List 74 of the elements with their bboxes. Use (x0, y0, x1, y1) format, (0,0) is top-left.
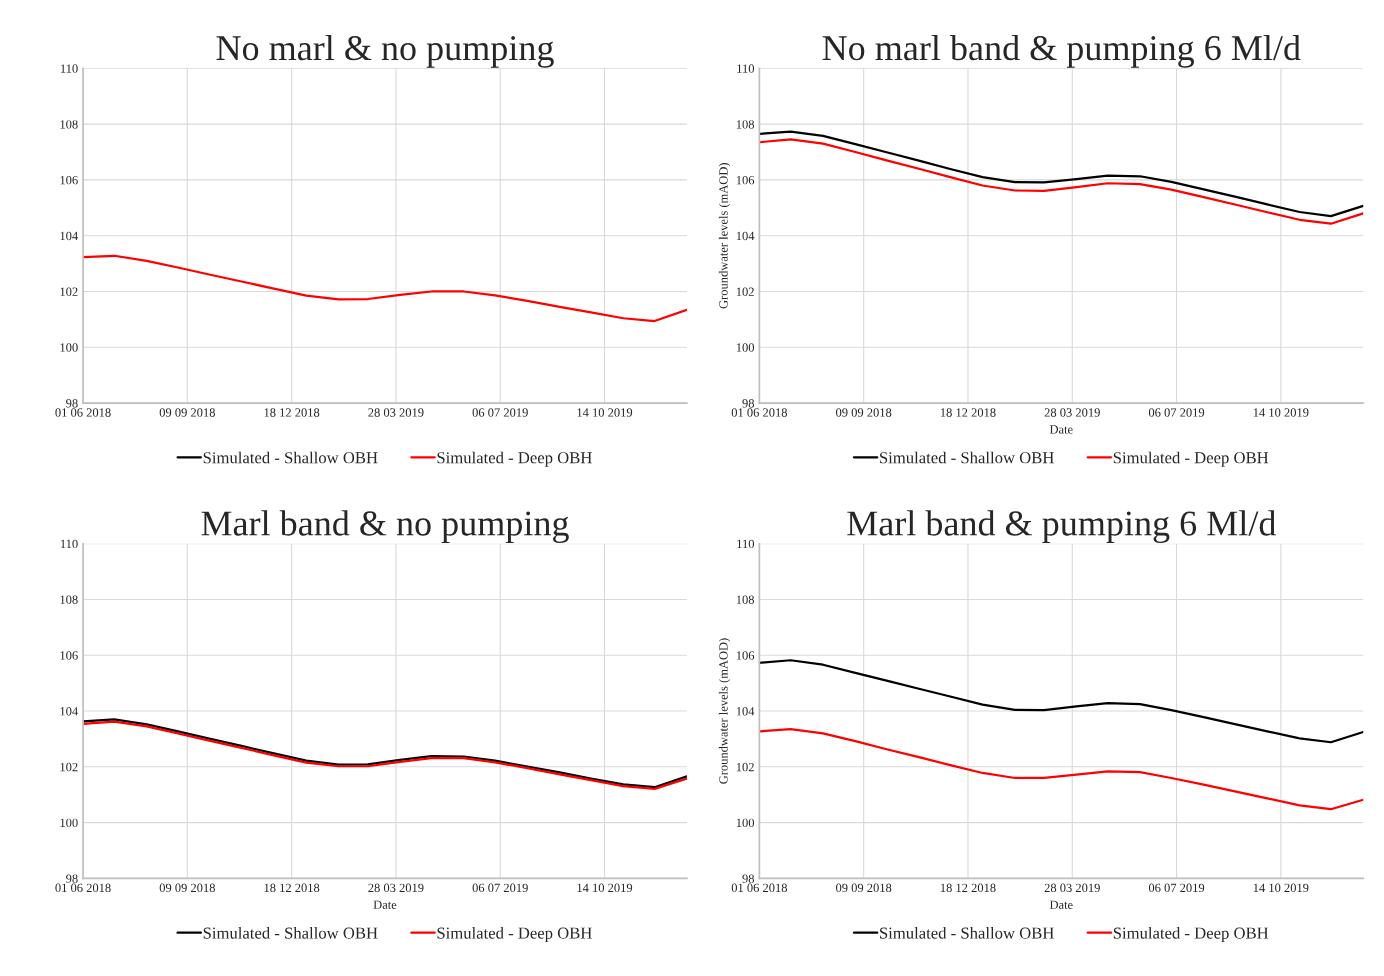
y-tick-label: 98 (742, 874, 755, 883)
x-tick-label: 06 07 2019 (1148, 883, 1205, 893)
y-axis-title: Groundwater levels (mAOD) (718, 163, 731, 309)
legend-label: Simulated - Shallow OBH (880, 926, 1054, 939)
y-tick-label: 100 (736, 343, 755, 352)
chart-title: Marl band & pumping 6 Ml/d (847, 510, 1277, 544)
legend-label: Simulated - Deep OBH (1113, 926, 1269, 943)
x-tick-label: 18 12 2018 (264, 408, 320, 417)
y-tick-label: 110 (61, 64, 78, 73)
x-tick-label: 06 07 2019 (1148, 408, 1205, 417)
x-tick-label: 09 09 2018 (836, 883, 892, 893)
x-tick-label: 06 07 2019 (472, 408, 528, 417)
y-tick-label: 100 (736, 818, 755, 828)
legend-label: Simulated - Deep OBH (437, 926, 592, 943)
chart-title: No marl band & pumping 6 Ml/d (822, 34, 1301, 68)
y-tick-label: 106 (736, 651, 755, 660)
y-tick-label: 108 (60, 120, 78, 129)
legend-label: Simulated - Deep OBH (437, 451, 592, 467)
x-axis-title: Date (1049, 900, 1073, 909)
x-tick-label: 14 10 2019 (577, 883, 633, 893)
x-tick-label: 09 09 2018 (159, 883, 215, 893)
x-axis-title: Date (373, 900, 397, 909)
x-tick-label: 28 03 2019 (1044, 408, 1100, 417)
y-tick-label: 102 (60, 287, 78, 296)
x-tick-label: 18 12 2018 (940, 408, 996, 417)
y-tick-label: 100 (60, 343, 78, 352)
y-tick-label: 104 (60, 231, 78, 241)
line-series (759, 130, 1364, 218)
y-tick-label: 102 (736, 287, 754, 296)
legend-label: Simulated - Shallow OBH (880, 451, 1054, 464)
x-tick-label: 18 12 2018 (940, 883, 996, 893)
x-tick-label: 01 06 2018 (55, 408, 111, 417)
line-series (759, 659, 1364, 744)
x-tick-label: 18 12 2018 (264, 883, 320, 893)
y-tick-label: 98 (66, 874, 78, 883)
x-tick-label: 09 09 2018 (836, 408, 892, 417)
x-tick-label: 06 07 2019 (472, 883, 528, 893)
y-tick-label: 108 (736, 120, 755, 129)
y-tick-label: 104 (736, 231, 755, 241)
y-tick-label: 106 (60, 651, 78, 660)
y-axis-title: Groundwater levels (mAOD) (718, 638, 731, 784)
x-tick-label: 14 10 2019 (1253, 408, 1309, 417)
y-tick-label: 102 (736, 762, 754, 772)
line-series (83, 254, 687, 323)
y-tick-label: 110 (737, 64, 755, 73)
x-tick-label: 14 10 2019 (1253, 883, 1309, 893)
x-tick-label: 01 06 2018 (55, 883, 111, 893)
chart-title: No marl & no pumping (216, 34, 554, 68)
x-tick-label: 09 09 2018 (159, 408, 215, 417)
line-series (759, 138, 1364, 225)
legend-label: Simulated - Shallow OBH (203, 926, 378, 939)
x-tick-label: 28 03 2019 (1044, 883, 1100, 893)
y-tick-label: 102 (60, 762, 78, 772)
legend-label: Simulated - Deep OBH (1113, 451, 1269, 467)
y-tick-label: 104 (60, 707, 78, 716)
line-series (759, 728, 1364, 811)
y-tick-label: 104 (736, 707, 755, 716)
y-tick-label: 106 (60, 175, 78, 185)
x-tick-label: 01 06 2018 (731, 883, 788, 893)
x-tick-label: 14 10 2019 (577, 408, 633, 417)
x-tick-label: 28 03 2019 (368, 883, 424, 893)
y-tick-label: 110 (61, 539, 78, 549)
y-tick-label: 100 (60, 818, 78, 828)
chart-title: Marl band & no pumping (201, 510, 569, 544)
y-tick-label: 108 (60, 595, 78, 604)
y-tick-label: 98 (742, 399, 755, 408)
x-tick-label: 28 03 2019 (368, 408, 424, 417)
y-tick-label: 110 (737, 539, 755, 549)
x-tick-label: 01 06 2018 (731, 408, 788, 417)
y-tick-label: 106 (736, 175, 755, 185)
y-tick-label: 98 (66, 399, 78, 408)
y-tick-label: 108 (736, 595, 755, 604)
legend-label: Simulated - Shallow OBH (203, 451, 378, 464)
x-axis-title: Date (1049, 425, 1073, 434)
